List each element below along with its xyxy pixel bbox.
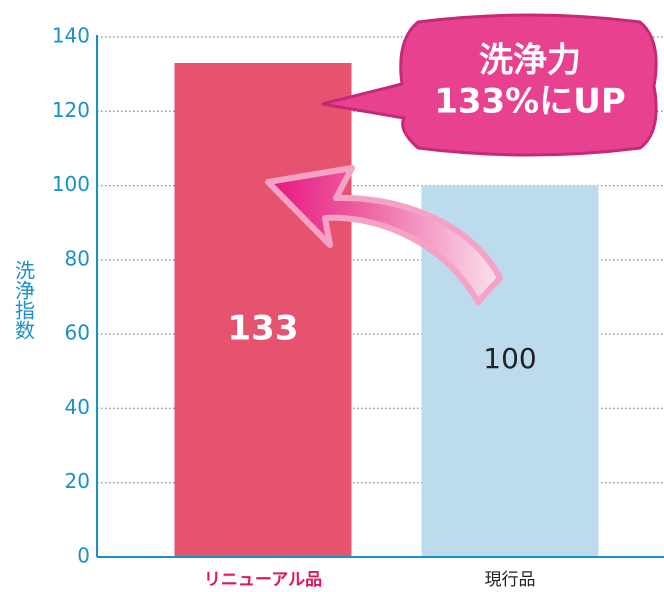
y-axis-label: 洗浄指数 <box>12 260 36 340</box>
y-tick-label: 120 <box>52 98 90 122</box>
y-tick-label: 100 <box>52 172 90 196</box>
value-label: 133 <box>228 309 299 349</box>
y-tick-label: 140 <box>52 24 90 48</box>
y-tick-label: 0 <box>77 544 90 568</box>
y-tick-label: 40 <box>65 395 90 419</box>
y-tick-label: 20 <box>65 469 90 493</box>
bar <box>174 63 352 557</box>
value-label: 100 <box>483 342 536 375</box>
y-tick-label: 80 <box>65 246 90 270</box>
callout-text: 洗浄力 <box>479 41 581 81</box>
callout-layer: 洗浄力 133%にUP <box>265 13 658 305</box>
x-tick-label: リニューアル品 <box>204 570 322 590</box>
callout-bubble <box>321 13 658 157</box>
x-tick-label: 現行品 <box>485 570 536 590</box>
callout-text: 133%にUP <box>434 82 626 122</box>
arrow <box>265 165 503 305</box>
y-tick-label: 60 <box>65 321 90 345</box>
